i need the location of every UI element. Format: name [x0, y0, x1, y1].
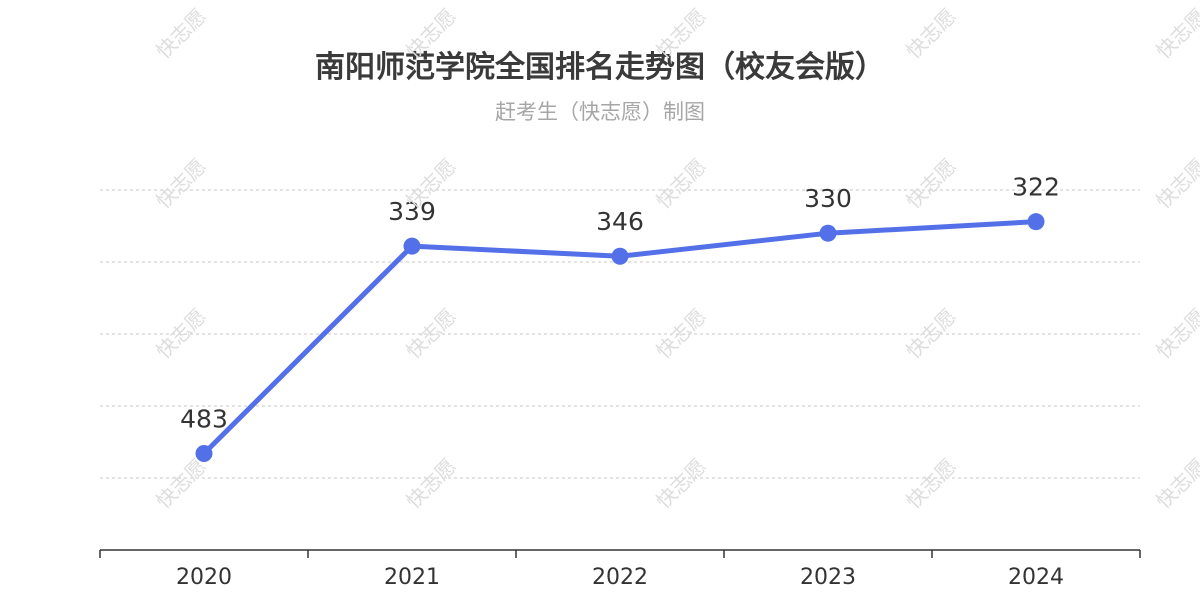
x-tick-label: 2021: [384, 565, 440, 590]
x-tick-label: 2020: [176, 565, 232, 590]
x-tick-label: 2022: [592, 565, 648, 590]
data-point: [819, 224, 837, 242]
data-label: 483: [180, 405, 228, 434]
data-label: 322: [1012, 173, 1060, 202]
x-tick-label: 2023: [800, 565, 856, 590]
data-label: 339: [388, 197, 436, 226]
x-tick-label: 2024: [1008, 565, 1064, 590]
data-label: 346: [596, 207, 644, 236]
data-point: [195, 445, 213, 463]
data-point: [611, 247, 629, 265]
chart-subtitle: 赶考生（快志愿）制图: [495, 100, 705, 124]
chart-title: 南阳师范学院全国排名走势图（校友会版）: [315, 50, 885, 85]
data-point: [403, 237, 421, 255]
data-point: [1027, 213, 1045, 231]
data-label: 330: [804, 184, 852, 213]
